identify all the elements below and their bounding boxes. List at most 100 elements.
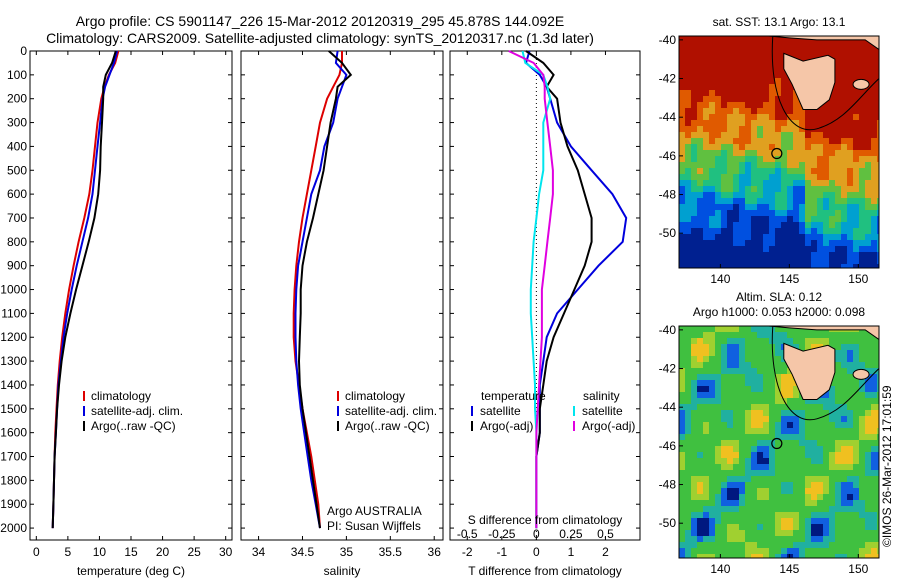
- map-cell: [733, 488, 740, 495]
- map-cell: [823, 434, 830, 441]
- map-cell: [697, 84, 704, 91]
- map-cell: [793, 428, 800, 435]
- map-cell: [847, 416, 854, 423]
- map-cell: [745, 192, 752, 199]
- map-cell: [865, 446, 872, 453]
- map-cell: [781, 144, 788, 151]
- map-cell: [865, 344, 872, 351]
- map-cell: [877, 54, 879, 61]
- map-cell: [769, 72, 776, 79]
- map-cell: [877, 380, 879, 387]
- map-cell: [727, 470, 734, 477]
- map-cell: [805, 156, 812, 163]
- map-cell: [805, 168, 812, 175]
- map-cell: [691, 120, 698, 127]
- map-cell: [823, 186, 830, 193]
- map-cell: [679, 48, 686, 55]
- map-cell: [853, 210, 860, 217]
- map-cell: [691, 392, 698, 399]
- map-cell: [751, 102, 758, 109]
- map-cell: [775, 392, 782, 399]
- map-cell: [709, 464, 716, 471]
- map-cell: [715, 482, 722, 489]
- map-cell: [805, 192, 812, 199]
- map-cell: [769, 398, 776, 405]
- map-cell: [865, 108, 872, 115]
- map-cell: [853, 114, 860, 121]
- map-cell: [727, 392, 734, 399]
- map-cell: [757, 258, 764, 265]
- x-tick-label: -1: [496, 545, 507, 559]
- map-cell: [823, 524, 830, 531]
- map-cell: [721, 536, 728, 543]
- map-cell: [703, 108, 710, 115]
- lat-tick-label: -46: [659, 149, 677, 163]
- map-cell: [805, 452, 812, 459]
- map-cell: [775, 126, 782, 133]
- map-cell: [709, 210, 716, 217]
- map-cell: [733, 326, 740, 333]
- map-cell: [769, 186, 776, 193]
- map-cell: [829, 488, 836, 495]
- map-cell: [763, 102, 770, 109]
- map-cell: [721, 228, 728, 235]
- map-cell: [781, 530, 788, 537]
- map-cell: [799, 138, 806, 145]
- map-cell: [829, 530, 836, 537]
- map-cell: [721, 108, 728, 115]
- map-cell: [739, 506, 746, 513]
- map-cell: [847, 548, 854, 555]
- map-cell: [733, 422, 740, 429]
- map-cell: [733, 96, 740, 103]
- x-tick-label: 20: [156, 545, 170, 559]
- map-cell: [781, 500, 788, 507]
- map-cell: [697, 500, 704, 507]
- map-cell: [703, 530, 710, 537]
- map-cell: [715, 108, 722, 115]
- map-cell: [709, 362, 716, 369]
- map-cell: [877, 404, 879, 411]
- map-cell: [727, 156, 734, 163]
- map-cell: [721, 506, 728, 513]
- map-cell: [871, 374, 878, 381]
- map-cell: [799, 264, 806, 268]
- map-cell: [751, 338, 758, 345]
- map-cell: [745, 72, 752, 79]
- map-cell: [877, 440, 879, 447]
- map-cell: [709, 162, 716, 169]
- map-cell: [685, 156, 692, 163]
- sst-map-title: sat. SST: 13.1 Argo: 13.1: [713, 15, 846, 29]
- map-cell: [745, 410, 752, 417]
- map-cell: [817, 174, 824, 181]
- map-cell: [877, 120, 879, 127]
- map-cell: [805, 180, 812, 187]
- map-cell: [775, 240, 782, 247]
- map-cell: [793, 512, 800, 519]
- map-cell: [733, 210, 740, 217]
- map-cell: [775, 542, 782, 549]
- map-cell: [835, 198, 842, 205]
- map-cell: [871, 210, 878, 217]
- map-cell: [679, 500, 686, 507]
- map-cell: [847, 446, 854, 453]
- map-cell: [799, 168, 806, 175]
- map-cell: [847, 228, 854, 235]
- map-cell: [751, 150, 758, 157]
- map-cell: [715, 350, 722, 357]
- map-cell: [751, 542, 758, 549]
- map-cell: [763, 66, 770, 73]
- map-cell: [811, 548, 818, 555]
- map-cell: [757, 114, 764, 121]
- map-cell: [697, 470, 704, 477]
- map-cell: [877, 356, 879, 363]
- map-cell: [697, 54, 704, 61]
- lon-tick-label: 145: [779, 562, 799, 576]
- map-cell: [841, 156, 848, 163]
- map-cell: [805, 138, 812, 145]
- map-cell: [745, 368, 752, 375]
- map-cell: [715, 174, 722, 181]
- map-cell: [847, 42, 854, 49]
- map-cell: [847, 96, 854, 103]
- map-cell: [841, 332, 848, 339]
- map-cell: [829, 48, 836, 55]
